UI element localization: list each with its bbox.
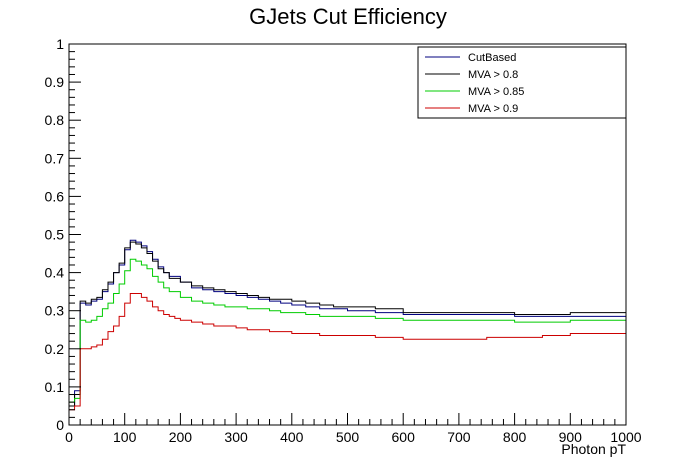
y-tick-label: 0.2 <box>45 341 65 357</box>
legend-box <box>417 46 627 119</box>
x-tick-label: 0 <box>65 429 73 445</box>
y-tick-label: 0.3 <box>45 303 65 319</box>
legend: CutBased MVA > 0.8 MVA > 0.85 MVA > 0.9 <box>417 46 627 119</box>
y-tick-label: 0.9 <box>45 74 65 90</box>
x-tick-label: 300 <box>224 429 248 445</box>
x-tick-label: 1000 <box>610 429 641 445</box>
x-tick-label: 500 <box>336 429 360 445</box>
legend-label: MVA > 0.8 <box>468 69 518 81</box>
y-tick-label: 0.6 <box>45 188 65 204</box>
x-axis-label: Photon pT <box>561 441 626 457</box>
y-tick-label: 0 <box>56 417 64 433</box>
x-tick-label: 800 <box>503 429 527 445</box>
series-line-2 <box>68 258 626 425</box>
x-tick-label: 700 <box>447 429 471 445</box>
x-tick-label: 900 <box>559 429 583 445</box>
y-tick-label: 0.4 <box>45 265 65 281</box>
legend-label: MVA > 0.9 <box>468 103 518 115</box>
y-tick-label: 0.5 <box>45 227 65 243</box>
y-tick-label: 1 <box>56 36 64 52</box>
y-tick-label: 0.7 <box>45 150 65 166</box>
series-line-1 <box>68 241 626 425</box>
axis-ticks: 0 100 200 300 400 500 600 700 800 900 1000 0 0.1 0.2 0… <box>45 36 642 445</box>
y-tick-label: 0.1 <box>45 379 65 395</box>
x-tick-label: 100 <box>113 429 137 445</box>
plot-area <box>68 239 626 425</box>
x-tick-label: 200 <box>169 429 193 445</box>
legend-label: MVA > 0.85 <box>468 86 524 98</box>
series-line-3 <box>68 293 626 425</box>
chart-title: GJets Cut Efficiency <box>249 4 447 29</box>
x-tick-label: 600 <box>392 429 416 445</box>
y-tick-label: 0.8 <box>45 112 65 128</box>
x-tick-label: 400 <box>280 429 304 445</box>
legend-label: CutBased <box>468 52 516 64</box>
